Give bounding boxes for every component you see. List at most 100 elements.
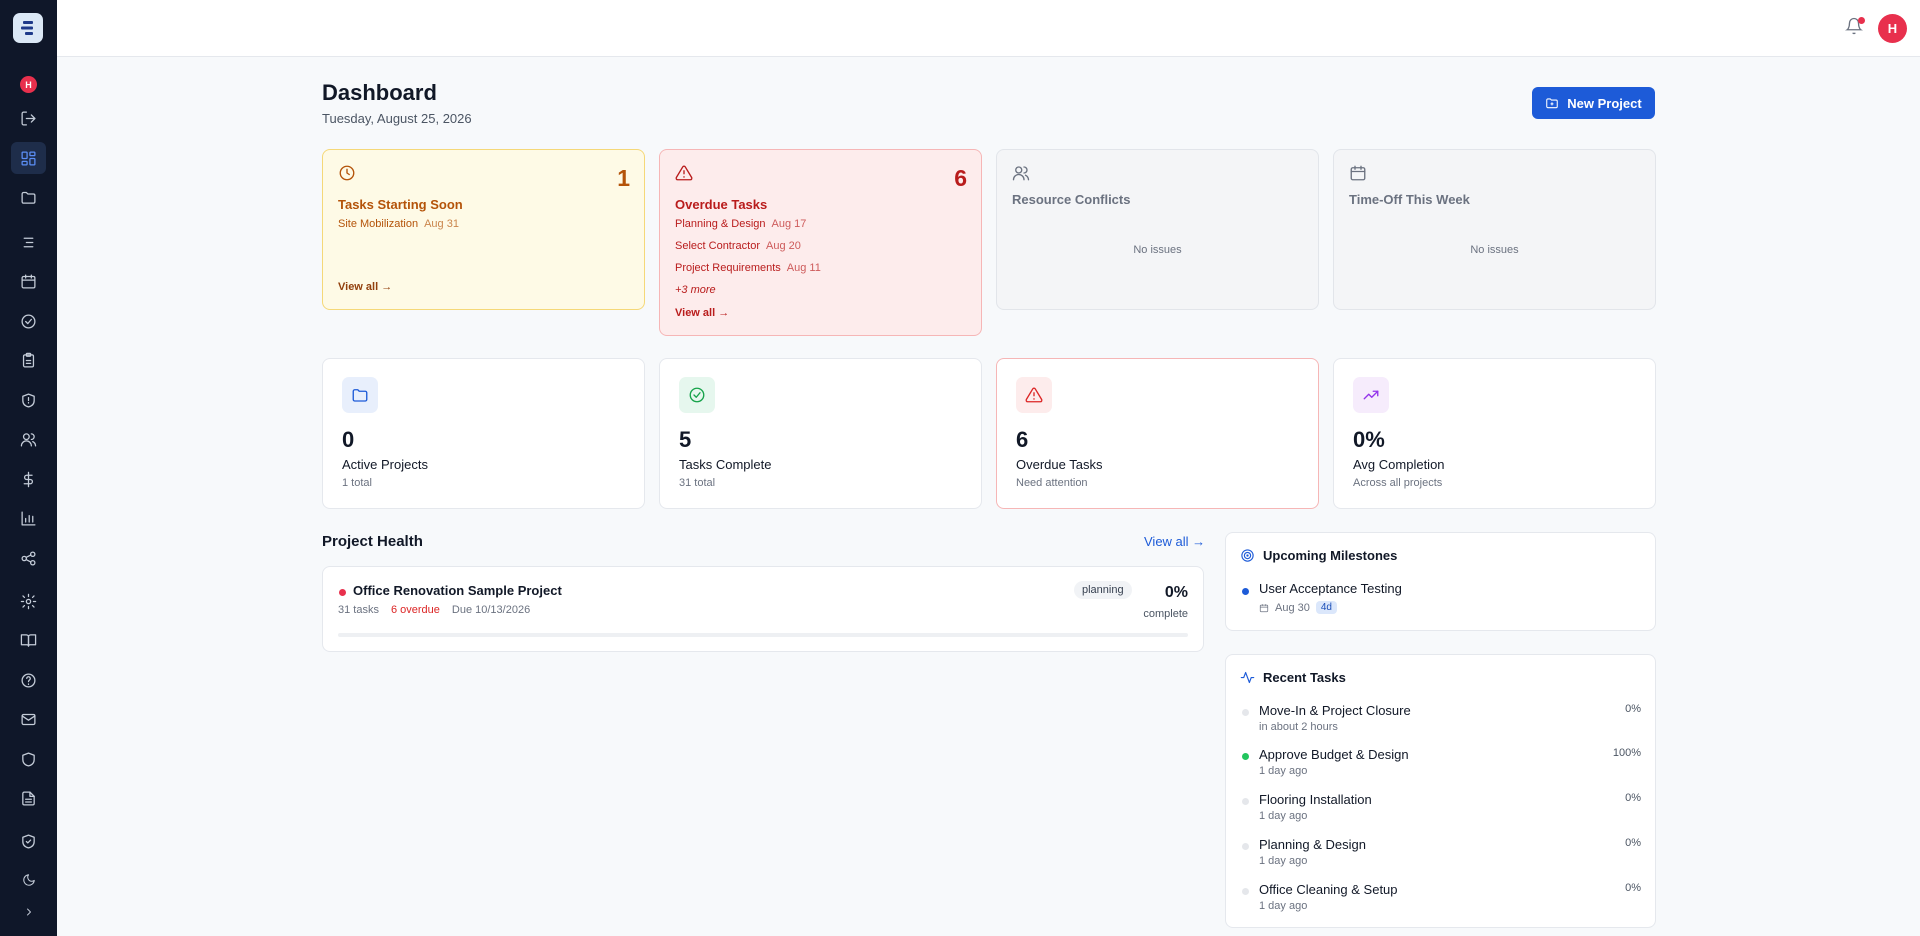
users-icon — [1012, 164, 1303, 187]
avg-completion-card[interactable]: 0% Avg Completion Across all projects — [1333, 358, 1656, 509]
project-health-view-all-link[interactable]: View all → — [1144, 534, 1206, 549]
list-icon[interactable] — [11, 226, 46, 258]
task-time: 1 day ago — [1259, 810, 1308, 822]
task-percent: 0% — [1625, 792, 1641, 804]
recent-tasks-panel: Recent Tasks Move-In & Project Closure i… — [1225, 654, 1656, 928]
recent-tasks-header: Recent Tasks — [1240, 670, 1346, 685]
chevron-right-icon[interactable] — [11, 896, 46, 928]
stat-value: 6 — [1016, 427, 1029, 452]
stat-sub: Need attention — [1016, 477, 1088, 489]
folder-icon — [342, 377, 378, 413]
project-percent-label: complete — [1143, 608, 1188, 620]
shield-icon[interactable] — [11, 384, 46, 416]
top-bar — [57, 0, 1920, 57]
project-name: Office Renovation Sample Project — [353, 583, 562, 598]
stat-sub: 1 total — [342, 477, 372, 489]
document-icon[interactable] — [11, 782, 46, 814]
notification-dot — [1858, 17, 1865, 24]
starting-soon-title: Tasks Starting Soon — [338, 197, 463, 212]
dashboard-icon[interactable] — [11, 142, 46, 174]
sidebar-avatar[interactable]: H — [20, 76, 37, 93]
overdue-more-link[interactable]: +3 more — [675, 283, 716, 296]
folder-icon[interactable] — [11, 181, 46, 213]
milestones-header: Upcoming Milestones — [1240, 548, 1397, 563]
overdue-view-all-link[interactable]: View all → — [675, 307, 730, 319]
overdue-tasks-stat-card[interactable]: 6 Overdue Tasks Need attention — [996, 358, 1319, 509]
calendar-icon[interactable] — [11, 265, 46, 297]
project-percent: 0% — [1164, 584, 1188, 601]
list-item[interactable]: Office Cleaning & Setup 1 day ago 0% — [1240, 882, 1641, 922]
active-projects-card[interactable]: 0 Active Projects 1 total — [322, 358, 645, 509]
stat-label: Overdue Tasks — [1016, 457, 1103, 472]
moon-icon[interactable] — [11, 864, 46, 896]
task-status-dot — [1242, 798, 1249, 805]
list-item[interactable]: Planning & Design 1 day ago 0% — [1240, 837, 1641, 877]
clipboard-icon[interactable] — [11, 344, 46, 376]
folder-plus-icon — [1546, 98, 1559, 109]
project-due-date: Due 10/13/2026 — [451, 604, 531, 616]
project-progress-bar — [338, 633, 1188, 637]
task-percent: 100% — [1612, 747, 1641, 759]
logout-icon[interactable] — [11, 102, 46, 134]
project-overdue-count: 6 overdue — [390, 604, 440, 616]
shield-check-icon[interactable] — [11, 825, 46, 857]
book-icon[interactable] — [11, 624, 46, 656]
new-project-label: New Project — [1567, 95, 1642, 111]
user-avatar[interactable]: H — [1878, 14, 1907, 43]
stat-value: 0% — [1353, 427, 1385, 452]
sidebar: H — [0, 0, 57, 936]
gear-icon[interactable] — [11, 585, 46, 617]
stat-label: Avg Completion — [1353, 457, 1445, 472]
users-icon[interactable] — [11, 423, 46, 455]
milestones-title: Upcoming Milestones — [1263, 548, 1398, 563]
list-item[interactable]: Project Requirements Aug 11 — [675, 261, 821, 274]
new-project-button[interactable]: New Project — [1532, 87, 1655, 119]
list-item[interactable]: Move-In & Project Closure in about 2 hou… — [1240, 703, 1641, 743]
task-percent: 0% — [1625, 882, 1641, 894]
list-item[interactable]: Select Contractor Aug 20 — [675, 239, 801, 252]
time-off-card[interactable]: Time-Off This Week No issues — [1333, 149, 1656, 310]
bell-icon[interactable] — [1845, 17, 1865, 39]
list-item[interactable]: Site Mobilization Aug 31 — [338, 218, 459, 230]
task-name: Move-In & Project Closure — [1259, 703, 1411, 718]
recent-tasks-title: Recent Tasks — [1263, 670, 1346, 685]
trending-up-icon — [1353, 377, 1389, 413]
stat-label: Active Projects — [342, 457, 428, 472]
task-time: 1 day ago — [1259, 855, 1308, 867]
share-icon[interactable] — [11, 542, 46, 574]
stat-sub: 31 total — [679, 477, 716, 489]
bar-chart-icon[interactable] — [11, 502, 46, 534]
task-status-dot — [1242, 753, 1249, 760]
activity-icon — [1240, 671, 1255, 684]
mail-icon[interactable] — [11, 703, 46, 735]
help-icon[interactable] — [11, 664, 46, 696]
resource-conflicts-title: Resource Conflicts — [1012, 192, 1131, 207]
project-health-title: Project Health — [322, 533, 423, 550]
tasks-complete-card[interactable]: 5 Tasks Complete 31 total — [659, 358, 982, 509]
milestone-name[interactable]: User Acceptance Testing — [1259, 581, 1402, 596]
task-name: Planning & Design — [1259, 837, 1366, 852]
list-item[interactable]: Flooring Installation 1 day ago 0% — [1240, 792, 1641, 832]
starting-soon-view-all-link[interactable]: View all → — [338, 281, 393, 293]
overdue-tasks-card[interactable]: 6 Overdue Tasks Planning & Design Aug 17 … — [659, 149, 982, 336]
project-meta: 31 tasks 6 overdue Due 10/13/2026 — [338, 604, 530, 616]
dollar-icon[interactable] — [11, 463, 46, 495]
resource-conflicts-empty: No issues — [1133, 244, 1182, 256]
task-time: 1 day ago — [1259, 765, 1308, 777]
tasks-starting-soon-card[interactable]: 1 Tasks Starting Soon Site Mobilization A… — [322, 149, 645, 310]
page-date: Tuesday, August 25, 2026 — [322, 111, 472, 126]
task-status-dot — [1242, 843, 1249, 850]
calendar-icon — [1259, 603, 1269, 612]
task-name: Office Cleaning & Setup — [1259, 882, 1398, 897]
list-item[interactable]: Planning & Design Aug 17 — [675, 218, 807, 230]
check-circle-icon — [679, 377, 715, 413]
overdue-count: 6 — [954, 165, 967, 191]
app-logo-icon[interactable] — [13, 13, 43, 43]
status-dot — [339, 589, 346, 596]
alert-triangle-icon — [1016, 377, 1052, 413]
list-item[interactable]: Approve Budget & Design 1 day ago 100% — [1240, 747, 1641, 787]
project-card[interactable]: Office Renovation Sample Project 31 task… — [322, 566, 1204, 652]
shield-outline-icon[interactable] — [11, 743, 46, 775]
resource-conflicts-card[interactable]: Resource Conflicts No issues — [996, 149, 1319, 310]
check-circle-icon[interactable] — [11, 305, 46, 337]
